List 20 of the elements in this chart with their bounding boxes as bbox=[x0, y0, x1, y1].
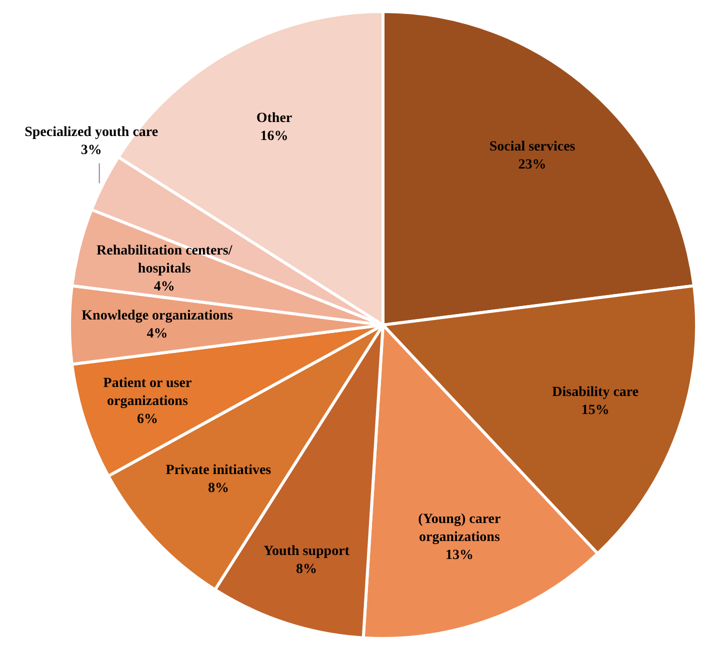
slice-label: Social services bbox=[489, 139, 576, 154]
data-label: 23% bbox=[518, 157, 546, 172]
slice-label: (Young) carer organizations bbox=[418, 512, 501, 545]
data-label: 4% bbox=[154, 279, 175, 294]
data-label: 16% bbox=[260, 128, 288, 144]
slice-label: Private initiatives bbox=[166, 463, 272, 478]
slice-label: Rehabilitation centers/ hospitals bbox=[96, 243, 234, 276]
data-label: 8% bbox=[296, 562, 317, 578]
data-label: 13% bbox=[445, 548, 474, 563]
data-label: 6% bbox=[136, 412, 158, 428]
slice-label: Disability care bbox=[552, 385, 639, 400]
data-label: 4% bbox=[146, 326, 168, 342]
slice-label: Other bbox=[256, 110, 292, 126]
data-label: 15% bbox=[581, 403, 610, 418]
data-label: 3% bbox=[80, 142, 102, 158]
slice-label: Knowledge organizations bbox=[82, 308, 234, 324]
slice-label: Specialized youth care bbox=[24, 124, 158, 140]
data-label: 8% bbox=[208, 481, 229, 496]
slice-label: Patient or user organizations bbox=[103, 376, 192, 410]
slice-label: Youth support bbox=[263, 544, 350, 560]
